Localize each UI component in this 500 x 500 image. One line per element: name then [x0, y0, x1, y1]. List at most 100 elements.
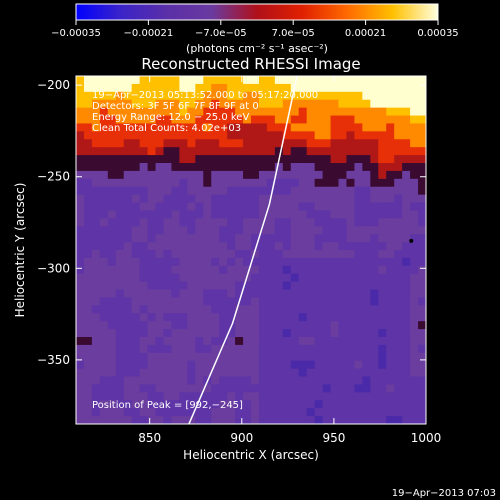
- heatmap-cell: [314, 99, 324, 109]
- heatmap-cell: [227, 368, 236, 378]
- heatmap-cell: [370, 408, 379, 417]
- heatmap-cell: [282, 76, 292, 85]
- heatmap-cell: [131, 163, 141, 172]
- heatmap-cell: [378, 234, 387, 243]
- heatmap-cell: [179, 273, 188, 283]
- heatmap-cell: [410, 210, 419, 219]
- heatmap-cell: [91, 131, 101, 140]
- heatmap-cell: [282, 226, 292, 235]
- heatmap-cell: [147, 281, 157, 291]
- heatmap-cell: [410, 186, 419, 196]
- heatmap-cell: [251, 107, 260, 117]
- heatmap-cell: [314, 194, 324, 204]
- heatmap-cell: [219, 281, 228, 291]
- heatmap-cell: [76, 368, 85, 378]
- heatmap-cell: [258, 99, 268, 109]
- heatmap-cell: [386, 202, 395, 212]
- heatmap-cell: [179, 337, 188, 346]
- heatmap-cell: [362, 202, 371, 212]
- heatmap-cell: [107, 265, 117, 275]
- heatmap-cell: [410, 107, 419, 117]
- heatmap-cell: [107, 131, 117, 140]
- heatmap-cell: [115, 163, 125, 172]
- heatmap-cell: [163, 99, 173, 109]
- heatmap-cell: [163, 392, 173, 401]
- heatmap-cell: [195, 163, 204, 172]
- heatmap-cell: [76, 147, 85, 156]
- heatmap-cell: [211, 186, 220, 196]
- heatmap-cell: [123, 139, 133, 148]
- heatmap-cell: [99, 210, 109, 219]
- heatmap-cell: [187, 210, 196, 219]
- heatmap-cell: [251, 147, 260, 156]
- heatmap-cell: [378, 218, 387, 227]
- heatmap-cell: [410, 123, 419, 132]
- heatmap-cell: [314, 408, 324, 417]
- heatmap-cell: [266, 376, 276, 386]
- heatmap-cell: [147, 360, 157, 370]
- heatmap-cell: [91, 76, 101, 85]
- heatmap-cell: [107, 352, 117, 362]
- heatmap-cell: [306, 265, 316, 275]
- heatmap-cell: [274, 250, 284, 259]
- heatmap-cell: [139, 107, 149, 117]
- heatmap-cell: [251, 257, 260, 267]
- heatmap-cell: [155, 186, 165, 196]
- heatmap-cell: [171, 186, 180, 196]
- heatmap-cell: [346, 147, 355, 156]
- heatmap-cell: [115, 344, 125, 354]
- heatmap-cell: [195, 155, 204, 164]
- heatmap-cell: [290, 376, 300, 386]
- heatmap-cell: [370, 313, 379, 322]
- heatmap-cell: [378, 99, 387, 109]
- heatmap-cell: [354, 376, 363, 386]
- heatmap-cell: [99, 297, 109, 306]
- heatmap-cell: [91, 281, 101, 291]
- heatmap-cell: [235, 416, 244, 424]
- heatmap-cell: [322, 321, 332, 330]
- heatmap-cell: [282, 400, 292, 409]
- heatmap-cell: [147, 147, 157, 156]
- heatmap-cell: [370, 194, 379, 204]
- heatmap-cell: [314, 313, 324, 322]
- heatmap-cell: [338, 321, 348, 330]
- heatmap-cell: [107, 297, 117, 306]
- heatmap-cell: [235, 99, 244, 109]
- heatmap-cell: [354, 115, 363, 125]
- heatmap-cell: [314, 384, 324, 393]
- heatmap-cell: [362, 250, 371, 259]
- y-tick-label: −350: [37, 353, 70, 367]
- heatmap-cell: [76, 170, 85, 180]
- heatmap-cell: [282, 210, 292, 219]
- heatmap-cell: [99, 131, 109, 140]
- heatmap-cell: [179, 376, 188, 386]
- heatmap-cell: [386, 194, 395, 204]
- heatmap-cell: [394, 400, 403, 409]
- heatmap-cell: [171, 218, 180, 227]
- heatmap-cell: [187, 368, 196, 378]
- heatmap-cell: [203, 163, 212, 172]
- heatmap-cell: [282, 321, 292, 330]
- heatmap-cell: [91, 139, 101, 148]
- heatmap-cell: [258, 131, 268, 140]
- heatmap-cell: [354, 289, 363, 299]
- heatmap-cell: [354, 170, 363, 180]
- heatmap-cell: [346, 83, 355, 93]
- heatmap-cell: [227, 99, 236, 109]
- heatmap-cell: [243, 91, 252, 101]
- heatmap-cell: [322, 194, 332, 204]
- heatmap-cell: [274, 376, 284, 386]
- heatmap-cell: [83, 170, 93, 180]
- heatmap-cell: [394, 329, 403, 338]
- heatmap-cell: [243, 352, 252, 362]
- heatmap-cell: [99, 392, 109, 401]
- heatmap-cell: [187, 384, 196, 393]
- heatmap-cell: [258, 178, 268, 188]
- heatmap-cell: [76, 297, 85, 306]
- heatmap-cell: [155, 218, 165, 227]
- heatmap-cell: [219, 368, 228, 378]
- heatmap-cell: [402, 376, 411, 386]
- heatmap-cell: [235, 265, 244, 275]
- heatmap-cell: [346, 344, 355, 354]
- heatmap-cell: [346, 416, 355, 424]
